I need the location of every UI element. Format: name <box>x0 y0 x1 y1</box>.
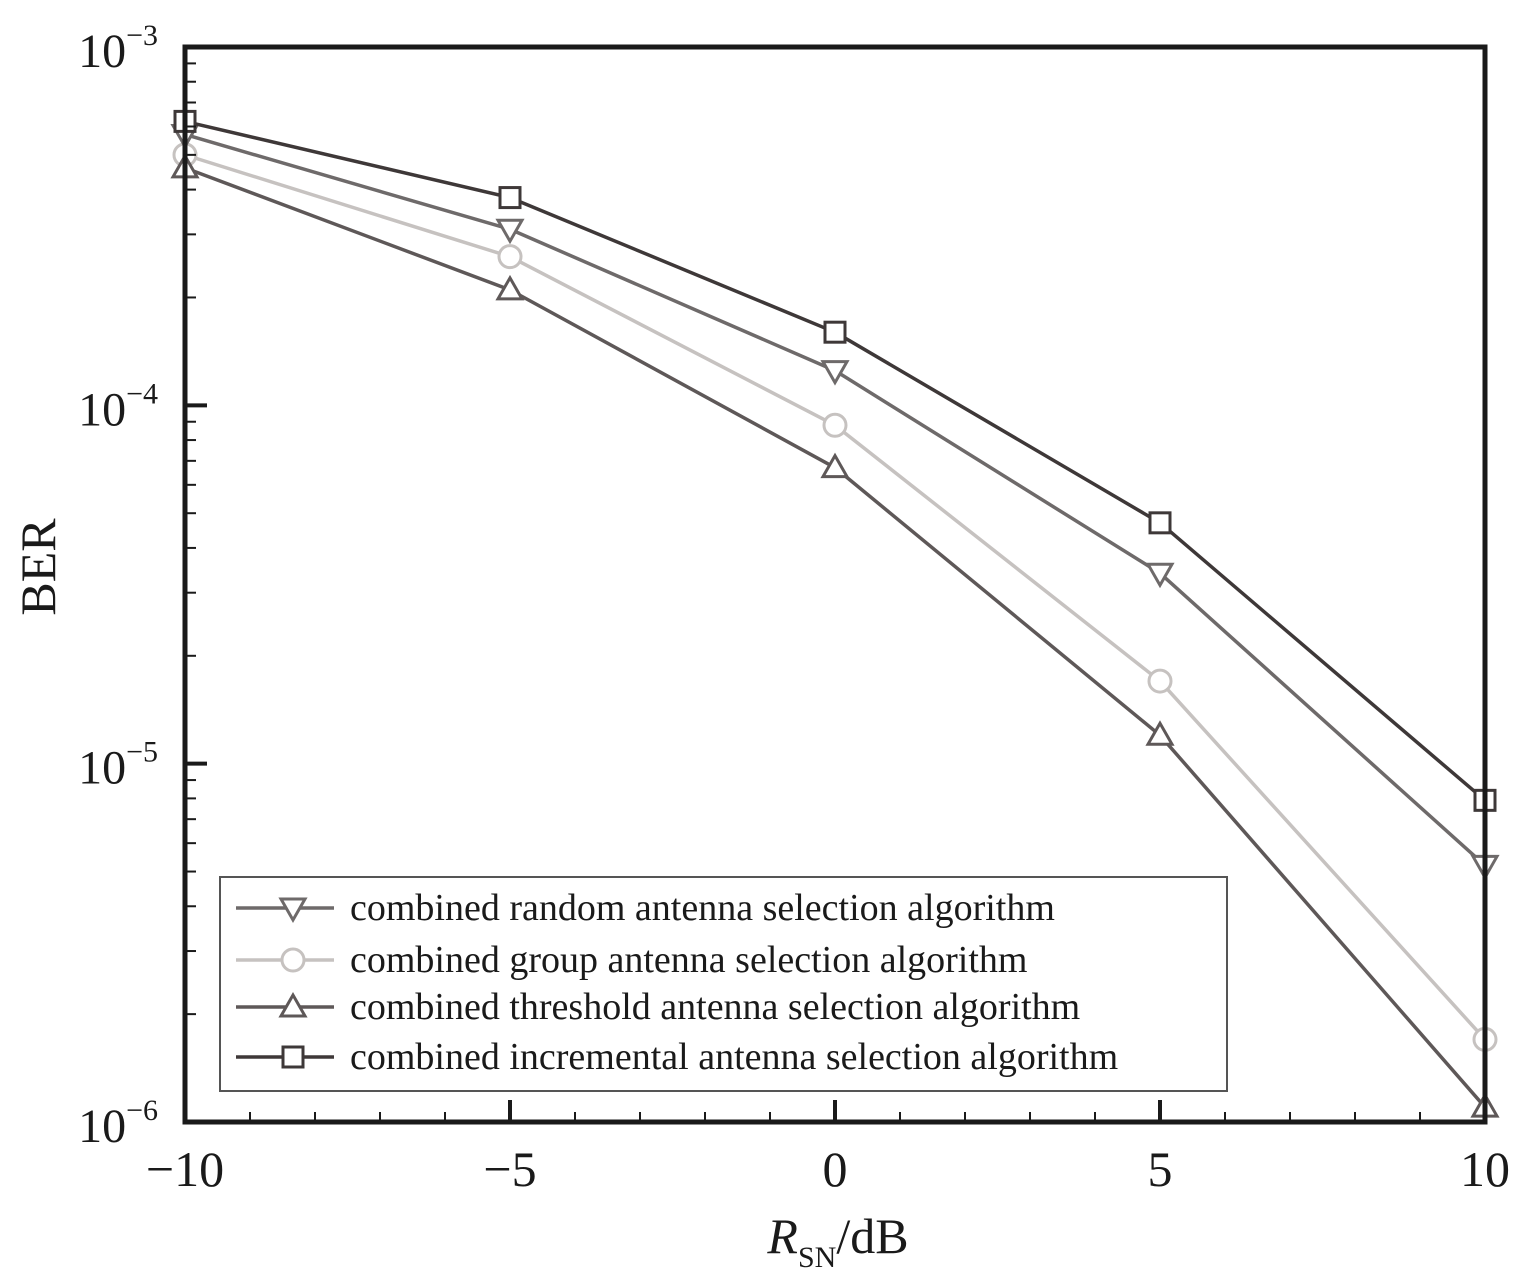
x-tick-label: 10 <box>1460 1141 1510 1197</box>
x-axis-label-main: R <box>766 1208 798 1264</box>
legend-label: combined random antenna selection algori… <box>350 887 1055 929</box>
x-tick-label: 5 <box>1148 1141 1173 1197</box>
y-tick-label: 10−6 <box>78 1094 158 1153</box>
series-layer <box>170 109 1500 1118</box>
x-tick-label: −5 <box>483 1141 536 1197</box>
y-tick-label: 10−5 <box>78 736 158 795</box>
legend: combined random antenna selection algori… <box>219 876 1228 1092</box>
data-point <box>1148 511 1172 535</box>
data-point <box>497 244 523 270</box>
y-tick-label-exponent: −5 <box>126 736 158 769</box>
legend-marker <box>281 1045 305 1069</box>
data-point <box>498 186 522 210</box>
y-tick-label-exponent: −4 <box>126 377 158 410</box>
legend-marker <box>278 897 308 924</box>
y-tick-label: 10−4 <box>78 377 158 436</box>
y-tick-label: 10−3 <box>78 19 158 78</box>
legend-marker <box>280 947 306 973</box>
legend-box <box>219 876 1228 1092</box>
legend-label: combined group antenna selection algorit… <box>350 939 1027 981</box>
x-axis-label: RSN/dB <box>766 1208 908 1274</box>
data-point <box>1145 562 1175 589</box>
data-point <box>495 218 525 245</box>
data-point <box>495 274 525 301</box>
y-tick-label-exponent: −3 <box>126 19 158 52</box>
data-point <box>1147 668 1173 694</box>
series-line <box>184 132 1487 867</box>
x-tick-label: 0 <box>823 1141 848 1197</box>
data-point <box>820 360 850 386</box>
y-axis-label: BER <box>10 518 66 616</box>
y-tick-label-base: 10 <box>78 1100 126 1153</box>
legend-label: combined threshold antenna selection alg… <box>350 986 1080 1028</box>
legend-marker <box>278 991 308 1018</box>
legend-items: combined random antenna selection algori… <box>236 887 1118 1078</box>
y-tick-label-exponent: −6 <box>126 1094 158 1127</box>
data-point <box>823 320 847 344</box>
data-point <box>820 452 850 479</box>
data-point <box>1145 720 1175 746</box>
y-tick-label-base: 10 <box>78 25 126 78</box>
data-point <box>822 412 848 438</box>
x-axis-label-unit: /dB <box>836 1208 908 1264</box>
x-tick-label: −10 <box>146 1141 224 1197</box>
x-axis-label-sub: SN <box>798 1241 836 1274</box>
legend-label: combined incremental antenna selection a… <box>350 1036 1118 1078</box>
y-tick-label-base: 10 <box>78 742 126 795</box>
y-tick-label-base: 10 <box>78 383 126 436</box>
